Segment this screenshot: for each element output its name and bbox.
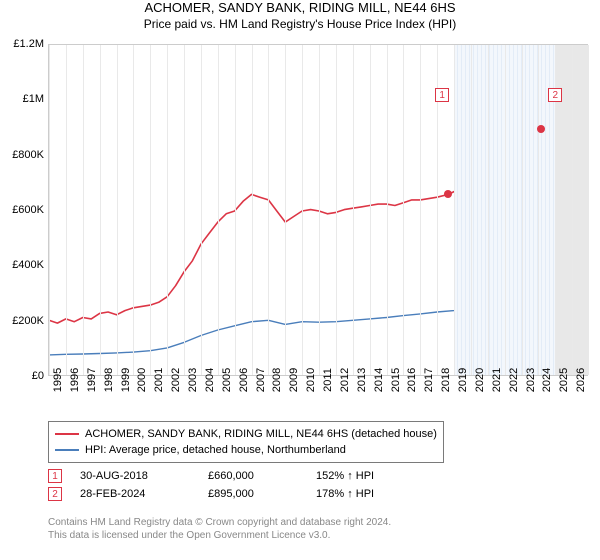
gridline-v	[66, 45, 67, 375]
y-tick-label: £1.2M	[4, 38, 44, 50]
x-tick-label: 1998	[103, 368, 115, 392]
legend: ACHOMER, SANDY BANK, RIDING MILL, NE44 6…	[48, 421, 444, 463]
x-tick-label: 2012	[339, 368, 351, 392]
x-tick-label: 2024	[541, 368, 553, 392]
chart-title: ACHOMER, SANDY BANK, RIDING MILL, NE44 6…	[0, 0, 600, 15]
x-tick-label: 2018	[440, 368, 452, 392]
x-tick-label: 2008	[271, 368, 283, 392]
x-tick-label: 2010	[305, 368, 317, 392]
price-dot	[444, 190, 452, 198]
gridline-v	[471, 45, 472, 375]
legend-item: ACHOMER, SANDY BANK, RIDING MILL, NE44 6…	[55, 426, 437, 442]
gridline-v	[420, 45, 421, 375]
x-tick-label: 2022	[508, 368, 520, 392]
gridline-v	[319, 45, 320, 375]
annotation-date: 28-FEB-2024	[80, 488, 190, 500]
gridline-v	[505, 45, 506, 375]
legend-item: HPI: Average price, detached house, Nort…	[55, 442, 437, 458]
gridline-v	[454, 45, 455, 375]
gridline-v	[387, 45, 388, 375]
x-tick-label: 2013	[356, 368, 368, 392]
legend-label: HPI: Average price, detached house, Nort…	[85, 444, 346, 456]
gridline-v	[370, 45, 371, 375]
gridline-v	[353, 45, 354, 375]
gridline-v	[403, 45, 404, 375]
marker-box-1: 1	[435, 88, 449, 102]
annotation-date: 30-AUG-2018	[80, 470, 190, 482]
chart-container: ACHOMER, SANDY BANK, RIDING MILL, NE44 6…	[0, 0, 600, 560]
gridline-v	[83, 45, 84, 375]
annotation-row: 1 30-AUG-2018 £660,000 152% ↑ HPI	[48, 467, 374, 485]
x-tick-label: 2020	[474, 368, 486, 392]
gridline-v	[184, 45, 185, 375]
x-tick-label: 2004	[204, 368, 216, 392]
y-tick-label: £600K	[4, 204, 44, 216]
annotation-marker: 1	[48, 469, 62, 483]
x-tick-label: 2011	[322, 368, 334, 392]
price-dot	[537, 125, 545, 133]
annotation-pct: 152% ↑ HPI	[316, 470, 374, 482]
gridline-v	[302, 45, 303, 375]
y-tick-label: £0	[4, 370, 44, 382]
y-tick-label: £800K	[4, 149, 44, 161]
gridline-v	[150, 45, 151, 375]
annotation-table: 1 30-AUG-2018 £660,000 152% ↑ HPI 2 28-FEB-20…	[48, 467, 374, 503]
x-tick-label: 2017	[423, 368, 435, 392]
gridline-v	[572, 45, 573, 375]
gridline-v	[133, 45, 134, 375]
attribution: Contains HM Land Registry data © Crown c…	[48, 516, 391, 542]
y-tick-label: £200K	[4, 315, 44, 327]
plot-area: 12	[48, 44, 588, 376]
annotation-row: 2 28-FEB-2024 £895,000 178% ↑ HPI	[48, 485, 374, 503]
legend-label: ACHOMER, SANDY BANK, RIDING MILL, NE44 6…	[85, 428, 437, 440]
x-tick-label: 2000	[136, 368, 148, 392]
gridline-v	[268, 45, 269, 375]
y-tick-label: £1M	[4, 93, 44, 105]
gridline-v	[49, 45, 50, 375]
x-tick-label: 2025	[558, 368, 570, 392]
gridline-v	[522, 45, 523, 375]
gridline-v	[201, 45, 202, 375]
marker-box-2: 2	[548, 88, 562, 102]
gridline-v	[336, 45, 337, 375]
gridline-v	[218, 45, 219, 375]
x-tick-label: 2009	[288, 368, 300, 392]
x-tick-label: 2026	[575, 368, 587, 392]
x-tick-label: 1995	[52, 368, 64, 392]
gridline-v	[488, 45, 489, 375]
attribution-line-1: Contains HM Land Registry data © Crown c…	[48, 516, 391, 529]
attribution-line-2: This data is licensed under the Open Gov…	[48, 529, 391, 542]
gridline-v	[100, 45, 101, 375]
legend-swatch	[55, 449, 79, 451]
x-tick-label: 2006	[238, 368, 250, 392]
annotation-marker: 2	[48, 487, 62, 501]
legend-swatch	[55, 433, 79, 435]
annotation-price: £660,000	[208, 470, 298, 482]
chart-subtitle: Price paid vs. HM Land Registry's House …	[0, 17, 600, 31]
x-tick-label: 2023	[525, 368, 537, 392]
x-tick-label: 1999	[120, 368, 132, 392]
x-tick-label: 2015	[390, 368, 402, 392]
annotation-price: £895,000	[208, 488, 298, 500]
y-tick-label: £400K	[4, 259, 44, 271]
x-tick-label: 2003	[187, 368, 199, 392]
gridline-v	[285, 45, 286, 375]
gridline-v	[117, 45, 118, 375]
annotation-pct: 178% ↑ HPI	[316, 488, 374, 500]
x-tick-label: 2016	[406, 368, 418, 392]
gridline-v	[252, 45, 253, 375]
x-tick-label: 2021	[491, 368, 503, 392]
x-tick-label: 2007	[255, 368, 267, 392]
x-tick-label: 1996	[69, 368, 81, 392]
x-tick-label: 1997	[86, 368, 98, 392]
x-tick-label: 2002	[170, 368, 182, 392]
x-tick-label: 2001	[153, 368, 165, 392]
x-tick-label: 2019	[457, 368, 469, 392]
x-tick-label: 2014	[373, 368, 385, 392]
gridline-v	[167, 45, 168, 375]
gridline-v	[538, 45, 539, 375]
x-tick-label: 2005	[221, 368, 233, 392]
gridline-v	[235, 45, 236, 375]
